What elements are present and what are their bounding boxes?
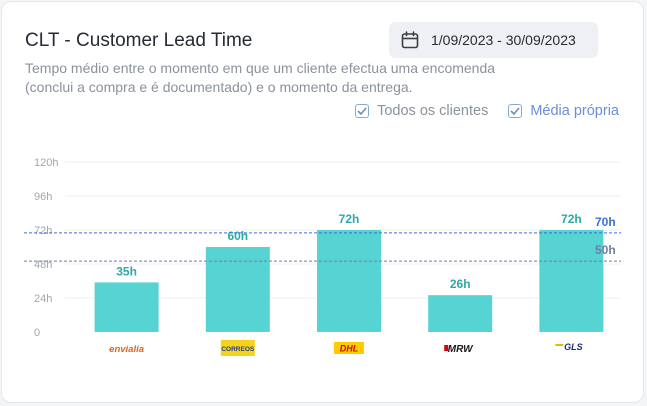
bar (94, 282, 159, 332)
chart-description: Tempo médio entre o momento em que um cl… (25, 59, 525, 97)
series-toggles: Todos os clientes Média própria (355, 103, 619, 119)
bar-value-label: 35h (116, 264, 137, 278)
carrier-logo-gls: GLS (564, 342, 583, 352)
chart-title: CLT - Customer Lead Time (25, 30, 253, 51)
date-range-picker[interactable]: 1/09/2023 - 30/09/2023 (389, 22, 598, 58)
carrier-logo-mrw: MRW (448, 344, 474, 355)
reference-line-label: 70h (595, 215, 616, 229)
reference-line-label: 50h (595, 243, 616, 257)
calendar-icon (401, 31, 419, 49)
checkbox-checked-icon[interactable] (508, 104, 523, 118)
checkbox-checked-icon[interactable] (355, 104, 370, 118)
bar (317, 230, 381, 332)
all-clients-toggle[interactable]: Todos os clientes (355, 103, 488, 119)
y-tick-label: 24h (34, 293, 52, 305)
carrier-logo-envialia: envialia (109, 344, 144, 355)
own-average-toggle[interactable]: Média própria (508, 103, 619, 119)
own-average-label: Média própria (530, 103, 619, 119)
bar-value-label: 72h (561, 212, 582, 226)
carrier-logo-dhl-bg (334, 342, 364, 354)
date-range-text: 1/09/2023 - 30/09/2023 (431, 32, 576, 48)
carrier-logo-dhl: DHL (340, 344, 359, 354)
bar (539, 230, 604, 332)
y-tick-label: 48h (34, 259, 52, 271)
carrier-logo-correos-bg (220, 340, 255, 356)
y-tick-label: 72h (34, 225, 52, 237)
bar-value-label: 60h (227, 229, 248, 243)
carrier-logo-mrw-accent (444, 345, 449, 351)
bar (205, 247, 270, 332)
description-line-2: (conclui a compra e é documentado) e o m… (25, 79, 413, 95)
bar-value-label: 72h (339, 212, 360, 226)
bar-value-label: 26h (450, 277, 471, 291)
carrier-logo-correos: CORREOS (221, 346, 255, 353)
description-line-1: Tempo médio entre o momento em que um cl… (25, 60, 496, 76)
y-tick-label: 120h (34, 157, 58, 169)
y-tick-label: 0 (34, 327, 40, 339)
all-clients-label: Todos os clientes (377, 103, 489, 119)
y-tick-label: 96h (34, 191, 52, 203)
bar (428, 295, 493, 332)
